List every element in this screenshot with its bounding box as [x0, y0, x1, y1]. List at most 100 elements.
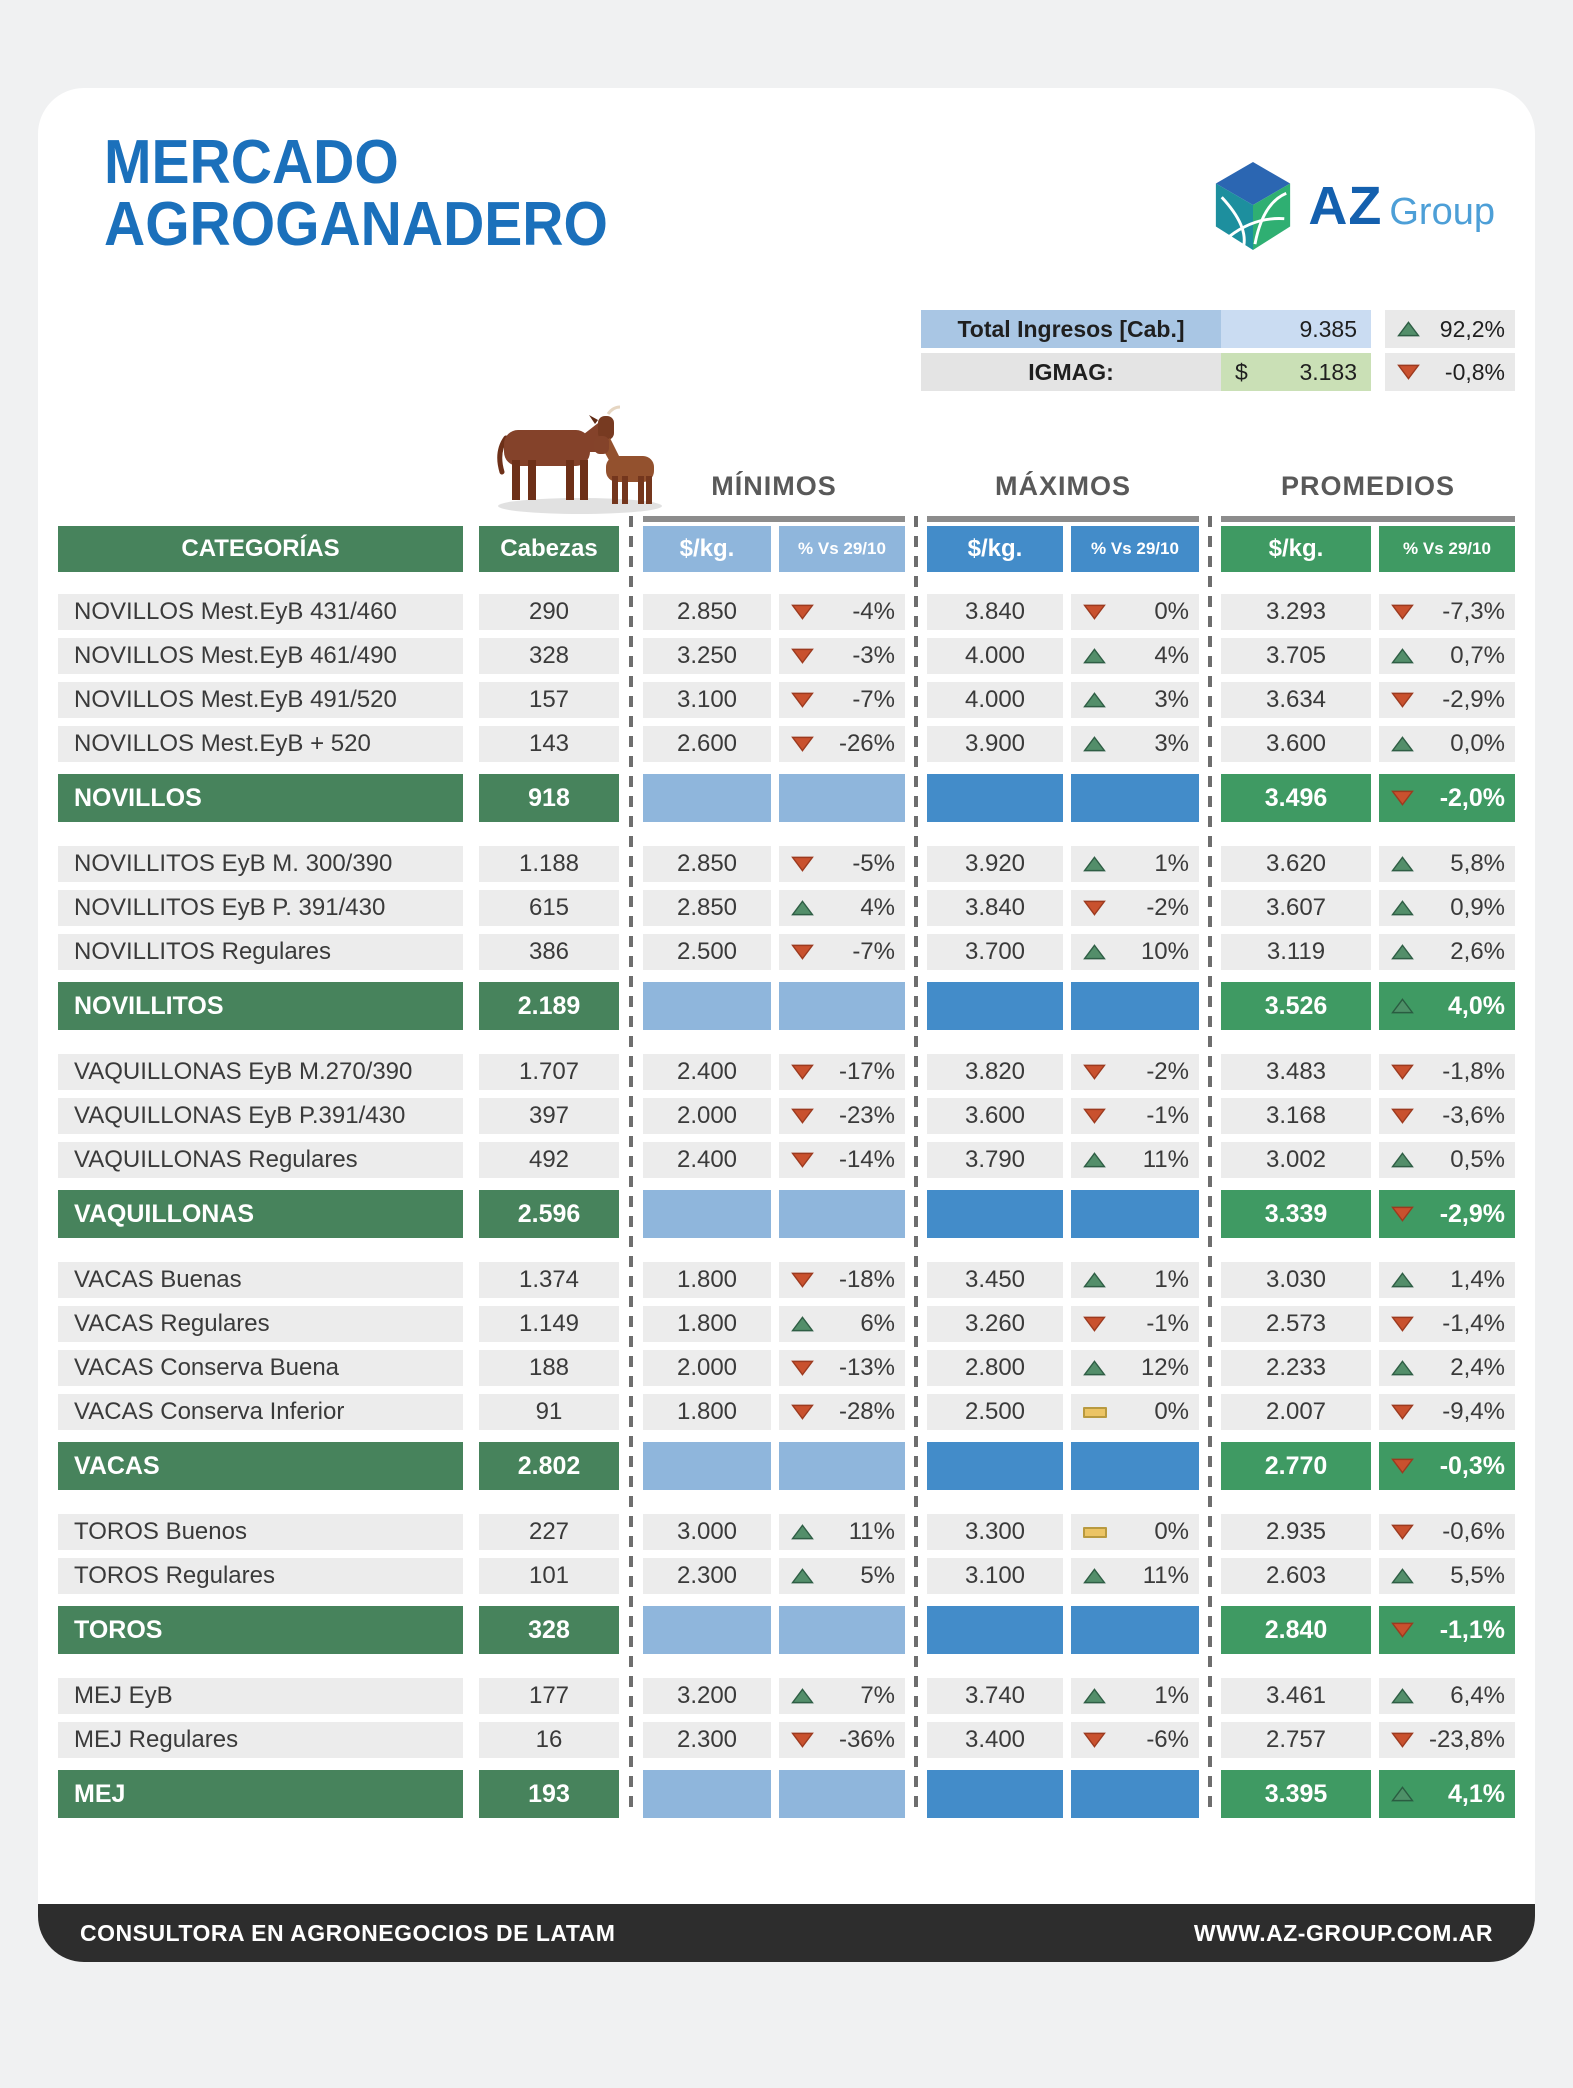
avg-price-cell: 3.600 — [1221, 726, 1371, 762]
down-triangle-icon — [791, 1404, 814, 1420]
max-change-cell-value: 10% — [1140, 938, 1189, 965]
max-price-cell: 3.700 — [927, 934, 1063, 970]
footer-right-text: WWW.AZ-GROUP.COM.AR — [1193, 1919, 1493, 1946]
kpi-igmag-currency: $ — [1235, 358, 1248, 385]
min-price-cell-value: 2.300 — [676, 1562, 738, 1589]
page-title-line2: AGROGANADERO — [104, 190, 608, 259]
up-triangle-icon — [1391, 1688, 1414, 1704]
total-min-price-cell — [643, 1606, 771, 1654]
max-price-cell: 3.600 — [927, 1098, 1063, 1134]
down-triangle-icon — [1083, 1316, 1106, 1332]
cabezas-cell: 177 — [479, 1678, 619, 1714]
total-avg-price-cell-value: 3.526 — [1264, 991, 1328, 1020]
footer-left-text: CONSULTORA EN AGRONEGOCIOS DE LATAM — [80, 1919, 616, 1946]
down-triangle-icon — [1083, 1732, 1106, 1748]
col-header-min-vs: % Vs 29/10 — [779, 526, 905, 572]
total-category-cell: NOVILLITOS — [58, 982, 463, 1030]
table-row: NOVILLOS Mest.EyB 491/520 157 3.100 -7% 4.00… — [58, 682, 1515, 718]
avg-price-cell-value: 3.461 — [1265, 1682, 1327, 1709]
min-price-cell-value: 2.300 — [676, 1726, 738, 1753]
category-cell: NOVILLOS Mest.EyB 491/520 — [58, 682, 463, 718]
up-triangle-icon — [1083, 856, 1106, 872]
avg-change-cell-value: 0,5% — [1450, 1146, 1505, 1173]
kpi-igmag-change: -0,8% — [1385, 353, 1515, 391]
avg-price-cell-value: 3.607 — [1265, 894, 1327, 921]
down-triangle-icon — [1391, 1404, 1414, 1420]
col-header-categorias: CATEGORÍAS — [58, 526, 463, 572]
group-top-bar — [643, 516, 905, 522]
up-triangle-icon — [1391, 1272, 1414, 1288]
category-cell-value: TOROS Regulares — [74, 1562, 275, 1589]
cabezas-cell: 397 — [479, 1098, 619, 1134]
max-change-cell: 3% — [1071, 682, 1199, 718]
max-change-cell: 0% — [1071, 594, 1199, 630]
avg-change-cell: -2,9% — [1379, 682, 1515, 718]
min-price-cell-value: 2.000 — [676, 1102, 738, 1129]
cabezas-cell: 1.149 — [479, 1306, 619, 1342]
min-change-cell-value: -23% — [838, 1102, 895, 1129]
cabezas-cell-value: 1.374 — [518, 1266, 580, 1293]
total-min-change-cell — [779, 774, 905, 822]
avg-change-cell-value: 2,6% — [1450, 938, 1505, 965]
max-change-cell: 11% — [1071, 1558, 1199, 1594]
min-change-cell-value: -7% — [852, 938, 895, 965]
down-triangle-icon — [791, 692, 814, 708]
table-body: NOVILLOS Mest.EyB 431/460 290 2.850 -4% 3.84… — [58, 594, 1515, 1818]
avg-price-cell-value: 2.757 — [1265, 1726, 1327, 1753]
cabezas-cell: 1.188 — [479, 846, 619, 882]
min-price-cell: 2.600 — [643, 726, 771, 762]
cabezas-cell-value: 397 — [528, 1102, 570, 1129]
up-triangle-icon — [791, 1524, 814, 1540]
total-cabezas-cell: 193 — [479, 1770, 619, 1818]
up-triangle-icon — [1391, 1152, 1414, 1168]
max-change-cell-value: -1% — [1146, 1102, 1189, 1129]
table-row: MEJ EyB 177 3.200 7% 3.740 1% 3.461 6,4% — [58, 1678, 1515, 1714]
max-change-cell: 10% — [1071, 934, 1199, 970]
up-triangle-icon — [1391, 944, 1414, 960]
min-price-cell-value: 2.850 — [676, 850, 738, 877]
min-change-cell: 5% — [779, 1558, 905, 1594]
min-change-cell-value: -26% — [838, 730, 895, 757]
max-price-cell: 3.100 — [927, 1558, 1063, 1594]
down-triangle-icon — [1083, 1064, 1106, 1080]
kpi-igmag-number: 3.183 — [1299, 358, 1357, 385]
kpi-total-ingresos-change: 92,2% — [1385, 310, 1515, 348]
max-change-cell: 1% — [1071, 1678, 1199, 1714]
total-max-price-cell — [927, 774, 1063, 822]
max-price-cell: 3.920 — [927, 846, 1063, 882]
max-change-cell-value: 0% — [1154, 598, 1189, 625]
logo-group-label: Group — [1389, 191, 1495, 233]
max-price-cell: 3.740 — [927, 1678, 1063, 1714]
footer-bar: CONSULTORA EN AGRONEGOCIOS DE LATAM WWW.… — [38, 1904, 1535, 1962]
min-change-cell-value: -36% — [838, 1726, 895, 1753]
min-change-cell: -26% — [779, 726, 905, 762]
min-price-cell-value: 1.800 — [676, 1266, 738, 1293]
max-price-cell: 3.840 — [927, 594, 1063, 630]
kpi-total-ingresos-number: 9.385 — [1299, 315, 1357, 342]
up-triangle-icon — [791, 1688, 814, 1704]
table-row: VACAS Regulares 1.149 1.800 6% 3.260 -1% 2.573… — [58, 1306, 1515, 1342]
section-total-row: VAQUILLONAS 2.596 3.339 -2,9% — [58, 1190, 1515, 1238]
max-change-cell-value: -6% — [1146, 1726, 1189, 1753]
max-price-cell-value: 2.500 — [964, 1398, 1026, 1425]
up-triangle-icon — [1391, 856, 1414, 872]
section-total-row: NOVILLOS 918 3.496 -2,0% — [58, 774, 1515, 822]
avg-change-cell-value: 2,4% — [1450, 1354, 1505, 1381]
avg-price-cell: 2.573 — [1221, 1306, 1371, 1342]
max-change-cell: 1% — [1071, 846, 1199, 882]
up-triangle-icon — [1083, 1272, 1106, 1288]
avg-price-cell: 3.168 — [1221, 1098, 1371, 1134]
max-price-cell-value: 4.000 — [964, 642, 1026, 669]
no-change-icon — [1083, 1526, 1107, 1538]
avg-change-cell: -0,6% — [1379, 1514, 1515, 1550]
max-change-cell-value: 4% — [1154, 642, 1189, 669]
min-change-cell-value: -17% — [838, 1058, 895, 1085]
up-triangle-icon — [1083, 1568, 1106, 1584]
cabezas-cell: 386 — [479, 934, 619, 970]
kpi-change-indicator — [1397, 363, 1420, 381]
max-change-cell: 4% — [1071, 638, 1199, 674]
min-price-cell: 2.850 — [643, 890, 771, 926]
max-change-cell: 0% — [1071, 1514, 1199, 1550]
cabezas-cell: 91 — [479, 1394, 619, 1430]
cabezas-cell-value: 91 — [535, 1398, 563, 1425]
